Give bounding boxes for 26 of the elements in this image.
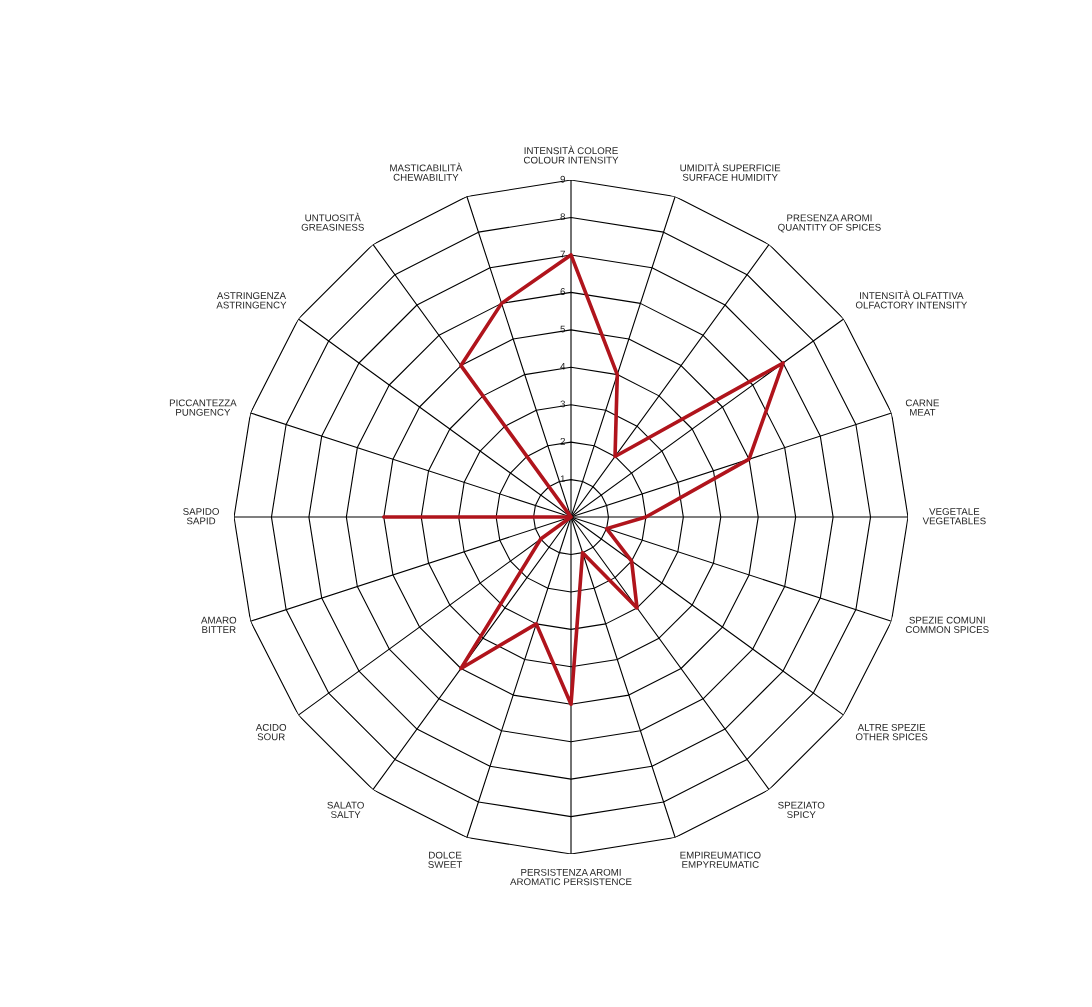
spoke-label: PERSISTENZA AROMI AROMATIC PERSISTENCE [510, 868, 632, 886]
y-tick-label: 4 [560, 363, 566, 370]
spoke-label: ASTRINGENZA ASTRINGENCY [216, 292, 287, 309]
spoke-label: EMPIREUMATICO EMPYREUMATIC [680, 851, 761, 868]
spoke-label: VEGETALE VEGETABLES [922, 508, 986, 525]
spoke-label: MASTICABILITÀ CHEWABILITY [390, 162, 463, 181]
spoke-label: AMARO BITTER [201, 616, 237, 633]
spoke-label: CARNE MEAT [905, 399, 939, 416]
y-tick-label: 1 [560, 475, 565, 483]
spoke-label: INTENSITÀ OLFATTIVA OLFACTORY INTENSITY [855, 290, 968, 309]
spoke-label: PICCANTEZZA PUNGENCY [169, 399, 237, 416]
spoke-label: DOLCE SWEET [428, 851, 463, 868]
y-tick-label: 9 [560, 175, 565, 183]
spoke-label: PRESENZA AROMI QUANTITY OF SPICES [778, 214, 881, 233]
spoke-label: SPEZIE COMUNI COMMON SPICES [905, 616, 989, 633]
spoke-label: SPEZIATO SPICY [778, 801, 825, 819]
spoke-label: UNTUOSITÀ GREASINESS [301, 212, 364, 231]
y-tick-label: 3 [560, 400, 566, 408]
spoke-label: ALTRE SPEZIE OTHER SPICES [855, 723, 928, 741]
spoke-label: SALATO SALTY [327, 801, 364, 819]
spoke-label: INTENSITÀ COLORE COLOUR INTENSITY [523, 145, 619, 164]
spoke-label: UMIDITÀ SUPERFICIE SURFACE HUMIDITY [680, 162, 781, 181]
y-tick-label: 7 [560, 250, 565, 258]
spoke-label: SAPIDO SAPID [183, 508, 219, 525]
spoke-label: ACIDO SOUR [255, 723, 287, 741]
y-tick-label: 2 [560, 437, 565, 445]
